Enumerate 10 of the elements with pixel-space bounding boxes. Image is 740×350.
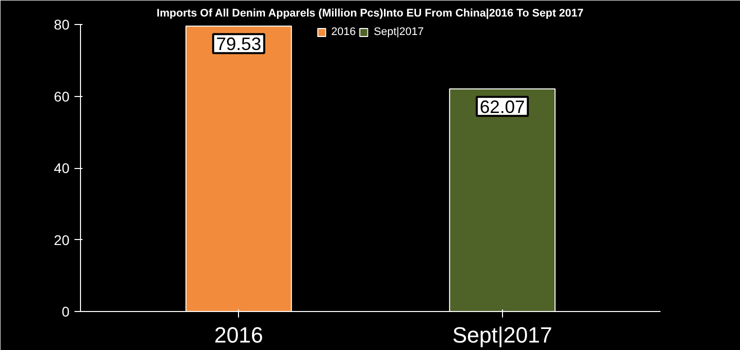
y-tick-label: 0 [62,304,70,320]
legend-label: Sept|2017 [374,26,424,38]
data-label: 79.53 [216,34,262,54]
y-tick-label: 20 [54,232,70,248]
chart-title: Imports Of All Denim Apparels (Million Pcs)Into EU From China|2016 To Sept 2017 [156,8,584,20]
data-label: 62.07 [480,96,525,117]
y-tick-label: 80 [54,16,70,32]
y-tick-label: 60 [54,88,70,104]
y-tick-label: 40 [54,160,70,176]
legend-label: 2016 [331,26,356,38]
